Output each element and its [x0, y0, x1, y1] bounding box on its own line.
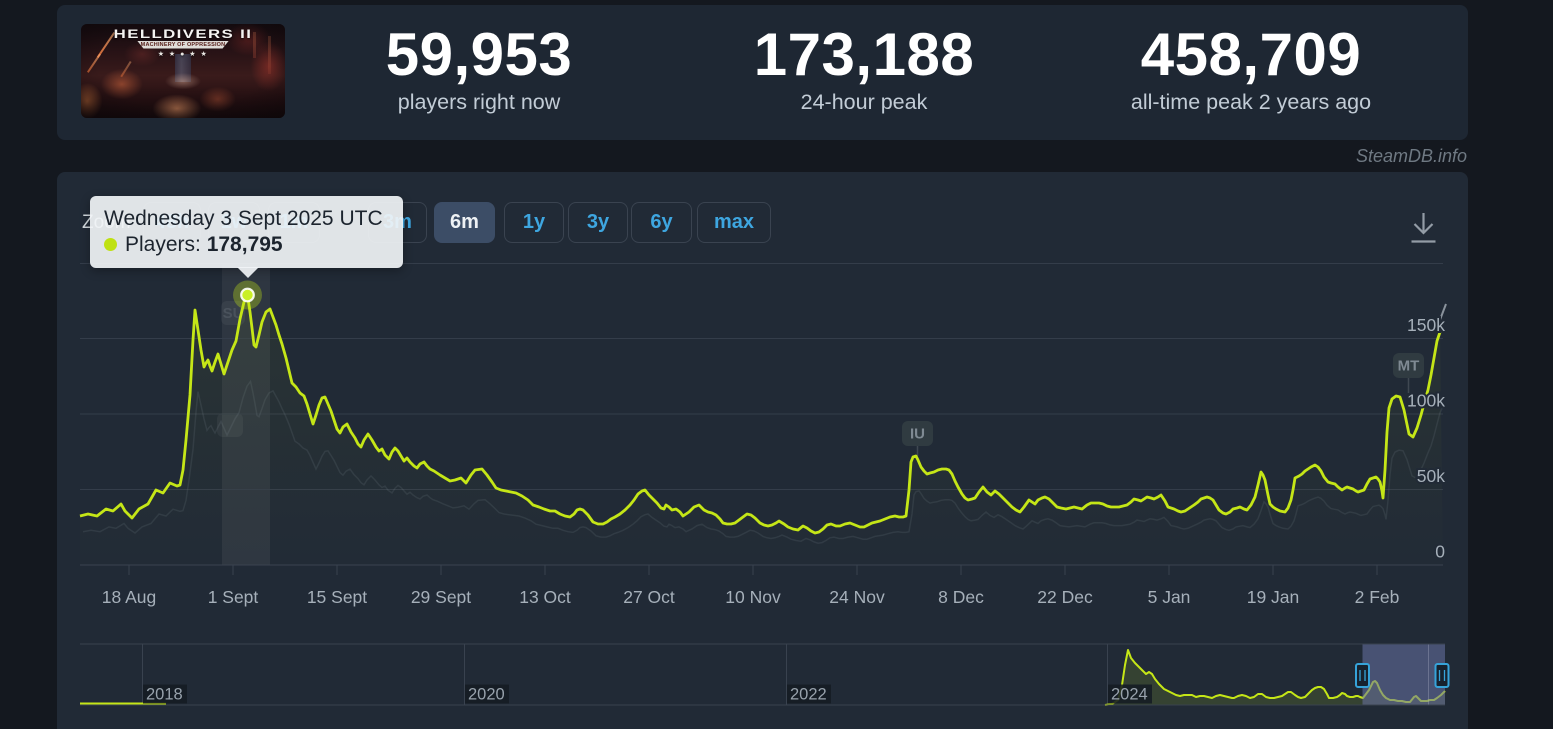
- svg-text:24 Nov: 24 Nov: [829, 587, 885, 607]
- svg-text:5 Jan: 5 Jan: [1148, 587, 1191, 607]
- svg-text:0: 0: [1435, 542, 1445, 562]
- svg-text:2018: 2018: [146, 686, 183, 704]
- svg-text:2024: 2024: [1111, 686, 1148, 704]
- svg-text:2 Feb: 2 Feb: [1355, 587, 1400, 607]
- svg-text:27 Oct: 27 Oct: [623, 587, 675, 607]
- svg-text:22 Dec: 22 Dec: [1037, 587, 1093, 607]
- svg-text:2020: 2020: [468, 686, 505, 704]
- svg-text:IU: IU: [910, 426, 925, 443]
- svg-text:8 Dec: 8 Dec: [938, 587, 984, 607]
- svg-text:18 Aug: 18 Aug: [102, 587, 157, 607]
- svg-text:2022: 2022: [790, 686, 827, 704]
- svg-text:100k: 100k: [1407, 391, 1445, 411]
- svg-text:150k: 150k: [1407, 315, 1445, 335]
- svg-text:15 Sept: 15 Sept: [307, 587, 367, 607]
- svg-text:10 Nov: 10 Nov: [725, 587, 781, 607]
- svg-text:MT: MT: [1398, 358, 1420, 375]
- svg-text:SU: SU: [223, 305, 244, 322]
- svg-text:1 Sept: 1 Sept: [208, 587, 259, 607]
- svg-text:29 Sept: 29 Sept: [411, 587, 471, 607]
- svg-text:50k: 50k: [1417, 466, 1445, 486]
- svg-text:19 Jan: 19 Jan: [1247, 587, 1300, 607]
- svg-text:13 Oct: 13 Oct: [519, 587, 571, 607]
